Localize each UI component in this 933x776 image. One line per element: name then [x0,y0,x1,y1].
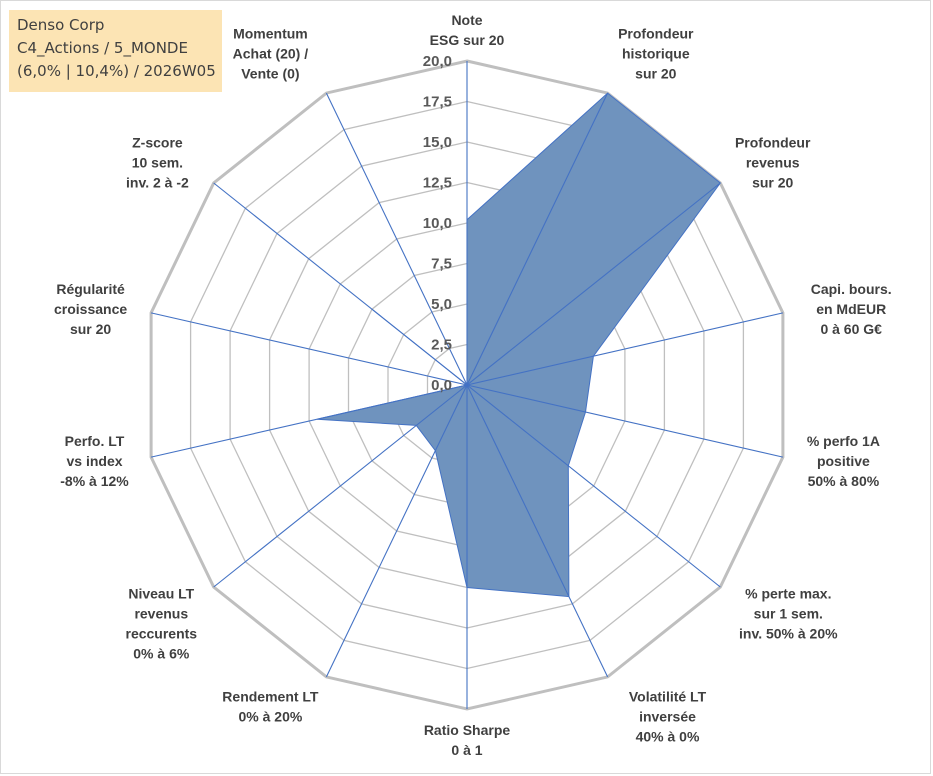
axis-label-line: 50% à 80% [808,473,880,489]
axis-label: Note ESG sur 20 [430,12,505,48]
axis-label-line: % perte max. [745,586,831,602]
axis-spoke [150,384,468,458]
tick-label: 15,0 [423,134,452,151]
axis-label: Profondeur historique sur 20 [618,25,694,81]
axis-label-line: Vente (0) [241,65,299,81]
axis-label: % perte max. sur 1 sem. inv. 50% à 20% [739,586,838,642]
axis-label-line: % perfo 1A [807,433,880,449]
company-name: Denso Corp [17,16,105,34]
portfolio-path: C4_Actions / 5_MONDE [17,39,188,57]
axis-label: Rendement LT 0% à 20% [222,689,319,725]
tick-layer: 0,0 2,5 5,0 7,5 10,0 12,5 15,0 17,5 20,0 [423,53,452,394]
axis-label: Régularité croissance sur 20 [54,281,127,337]
axis-label: Capi. bours. en MdEUR 0 à 60 G€ [811,281,892,337]
axis-label-line: Régularité [56,281,125,297]
axis-label-line: historique [622,45,690,61]
period-info: (6,0% | 10,4%) / 2026W05 [17,62,216,80]
axis-spoke [466,92,609,386]
series-area [316,92,721,598]
axis-label: % perfo 1A positive 50% à 80% [807,433,880,489]
axis-label-line: revenus [134,606,188,622]
axis-label: Ratio Sharpe 0 à 1 [424,722,511,758]
axis-spoke [466,384,721,588]
axis-label-line: Ratio Sharpe [424,722,511,738]
axis-label-line: Momentum [233,25,308,41]
axis-label-line: Profondeur [618,25,694,41]
axis-label-line: Z-score [132,135,183,151]
axis-label-line: sur 20 [752,175,793,191]
axis-label-line: en MdEUR [816,301,886,317]
axis-label: Volatilité LT inversée 40% à 0% [629,689,707,745]
axis-label-line: sur 20 [70,321,111,337]
axis-spoke [466,384,784,458]
series-layer [316,92,721,598]
axis-label-line: Note [451,12,482,28]
axis-label: Z-score 10 sem. inv. 2 à -2 [126,135,189,191]
axis-label-line: ESG sur 20 [430,32,505,48]
tick-label: 2,5 [431,337,452,354]
axis-label-line: inversée [639,709,696,725]
axis-label-line: positive [817,453,870,469]
axis-spoke [466,384,609,678]
tick-label: 7,5 [431,256,452,273]
axis-label-line: Capi. bours. [811,281,892,297]
axis-spoke [325,384,468,678]
axis-label-line: Volatilité LT [629,689,707,705]
axis-spoke [213,384,468,588]
axis-label-line: vs index [66,453,122,469]
axis-layer [150,61,784,709]
axis-label: Perfo. LT vs index -8% à 12% [60,433,129,489]
axis-label-line: Niveau LT [128,586,194,602]
axis-spoke [466,312,784,386]
axis-label-line: Rendement LT [222,689,319,705]
axis-label-line: 0% à 20% [238,709,302,725]
axis-label-line: reccurents [126,626,198,642]
axis-label-line: Profondeur [735,135,811,151]
axis-spoke [466,182,721,386]
axis-spoke [325,92,468,386]
axis-label-line: 40% à 0% [636,729,700,745]
axis-label-line: 10 sem. [132,155,183,171]
axis-spoke [150,312,468,386]
axis-label-line: sur 1 sem. [754,606,823,622]
axis-label-line: -8% à 12% [60,473,129,489]
axis-label-line: Achat (20) / [233,45,309,61]
tick-label: 10,0 [423,215,452,232]
axis-label: Momentum Achat (20) / Vente (0) [233,25,309,81]
axis-spoke [213,182,468,386]
info-box: Denso Corp C4_Actions / 5_MONDE (6,0% | … [9,10,222,92]
axis-label-line: 0 à 60 G€ [820,321,882,337]
label-layer: Note ESG sur 20 Profondeur historique sur 20… [54,12,892,758]
axis-label: Profondeur revenus sur 20 [735,135,811,191]
axis-label-line: 0 à 1 [451,742,482,758]
tick-label: 20,0 [423,53,452,70]
axis-label-line: revenus [746,155,800,171]
tick-label: 5,0 [431,296,452,313]
axis-label-line: Perfo. LT [65,433,125,449]
tick-label: 0,0 [431,377,452,394]
axis-label-line: 0% à 6% [133,646,190,662]
axis-label-line: sur 20 [635,65,676,81]
tick-label: 12,5 [423,175,452,192]
axis-label-line: inv. 50% à 20% [739,626,838,642]
axis-label-line: inv. 2 à -2 [126,175,189,191]
axis-label: Niveau LT revenus reccurents 0% à 6% [126,586,198,662]
tick-label: 17,5 [423,94,452,111]
axis-label-line: croissance [54,301,127,317]
